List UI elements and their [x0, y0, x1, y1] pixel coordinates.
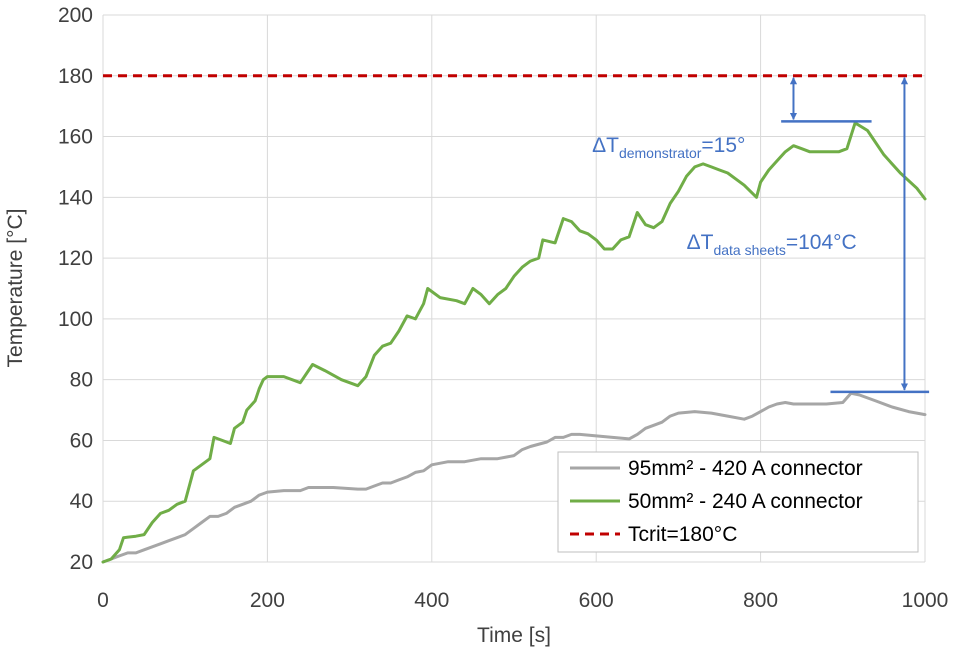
annotation-label-2: ΔTdata sheets=104°C — [687, 231, 857, 258]
x-tick-label: 400 — [414, 589, 449, 612]
annotation-label-1: ΔTdemonstrator=15° — [592, 134, 745, 161]
series-layer — [101, 74, 927, 564]
legend-label-1: 95mm² - 420 A connector — [628, 457, 863, 480]
x-tick-label: 1000 — [902, 589, 949, 612]
y-tick-label: 120 — [58, 247, 93, 270]
annotation-value: =104°C — [786, 231, 857, 254]
series-line-1 — [101, 391, 927, 564]
y-tick-label: 60 — [70, 429, 93, 452]
y-axis-title: Temperature [°C] — [4, 209, 27, 368]
y-tick-label: 100 — [58, 308, 93, 331]
legend: 95mm² - 420 A connector 50mm² - 240 A con… — [557, 451, 919, 553]
series-line-2 — [101, 121, 927, 564]
x-tick-label: 200 — [250, 589, 285, 612]
legend-label-2: 50mm² - 240 A connector — [628, 490, 863, 513]
annotation-subscript: demonstrator — [619, 145, 702, 161]
x-tick-label: 0 — [97, 589, 109, 612]
annotation-layer: ΔTdemonstrator=15°ΔTdata sheets=104°C — [592, 77, 930, 394]
x-tick-label: 800 — [743, 589, 778, 612]
y-tick-label: 40 — [70, 490, 93, 513]
x-axis-title: Time [s] — [477, 624, 551, 647]
y-tick-label: 140 — [58, 186, 93, 209]
legend-label-3: Tcrit=180°C — [628, 523, 737, 546]
x-tick-label: 600 — [579, 589, 614, 612]
annotation-subscript: data sheets — [713, 242, 785, 258]
annotation-value: =15° — [701, 134, 745, 157]
y-tick-label: 180 — [58, 65, 93, 88]
annotation-symbol: ΔT — [687, 231, 714, 254]
y-tick-label: 160 — [58, 126, 93, 149]
annotation-symbol: ΔT — [592, 134, 619, 157]
y-tick-label: 80 — [70, 369, 93, 392]
y-tick-label: 20 — [70, 551, 93, 574]
tick-labels: 20 40 60 80 100 120 140 160 180 200 0 200 400 600 800 1… — [58, 4, 948, 612]
y-tick-label: 200 — [58, 4, 93, 27]
